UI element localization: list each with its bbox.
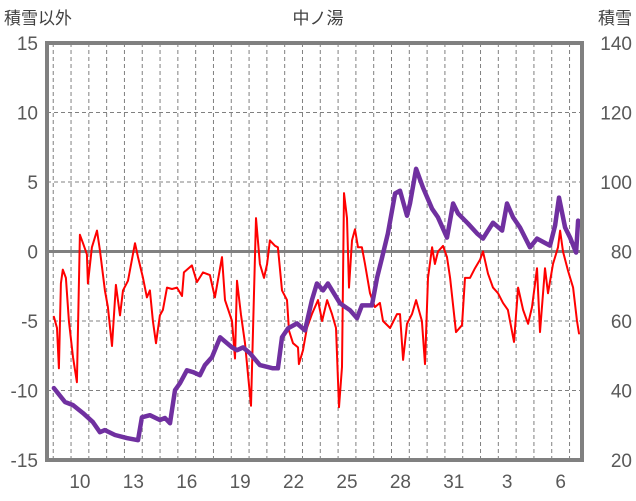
grid-lines bbox=[47, 43, 582, 460]
axis-ticks: 15 10 5 0 -5 -10 -15 140 120 100 80 60 40 20 10 13 16 19 2… bbox=[11, 34, 632, 493]
x-tick-label: 31 bbox=[443, 472, 464, 493]
right-tick-label: 60 bbox=[611, 312, 632, 333]
x-tick-label: 28 bbox=[390, 472, 411, 493]
x-tick-label: 13 bbox=[123, 472, 144, 493]
x-tick-label: 3 bbox=[502, 472, 513, 493]
right-tick-label: 120 bbox=[600, 104, 632, 125]
x-tick-label: 22 bbox=[283, 472, 304, 493]
chart-title: 中ノ湯 bbox=[293, 9, 344, 29]
right-axis-title: 積雪 bbox=[598, 9, 632, 29]
x-tick-label: 19 bbox=[230, 472, 251, 493]
right-tick-label: 80 bbox=[611, 243, 632, 264]
right-tick-label: 100 bbox=[600, 173, 632, 194]
series-lines bbox=[51, 166, 581, 443]
x-tick-label: 10 bbox=[69, 472, 90, 493]
snow-depth-series-line bbox=[51, 166, 581, 443]
left-tick-label: -5 bbox=[21, 312, 38, 333]
right-tick-label: 140 bbox=[600, 34, 632, 55]
non-snow-series-line bbox=[52, 192, 580, 409]
left-tick-label: 10 bbox=[17, 104, 38, 125]
left-tick-label: -15 bbox=[11, 451, 38, 472]
left-tick-label: 15 bbox=[17, 34, 38, 55]
right-tick-label: 40 bbox=[611, 382, 632, 403]
x-tick-label: 25 bbox=[336, 472, 357, 493]
left-tick-label: 0 bbox=[27, 243, 38, 264]
right-tick-label: 20 bbox=[611, 451, 632, 472]
left-axis-title: 積雪以外 bbox=[4, 9, 72, 29]
left-tick-label: 5 bbox=[27, 173, 38, 194]
left-tick-label: -10 bbox=[11, 382, 38, 403]
plot-frame bbox=[45, 41, 584, 462]
x-tick-label: 6 bbox=[555, 472, 566, 493]
x-tick-label: 16 bbox=[176, 472, 197, 493]
